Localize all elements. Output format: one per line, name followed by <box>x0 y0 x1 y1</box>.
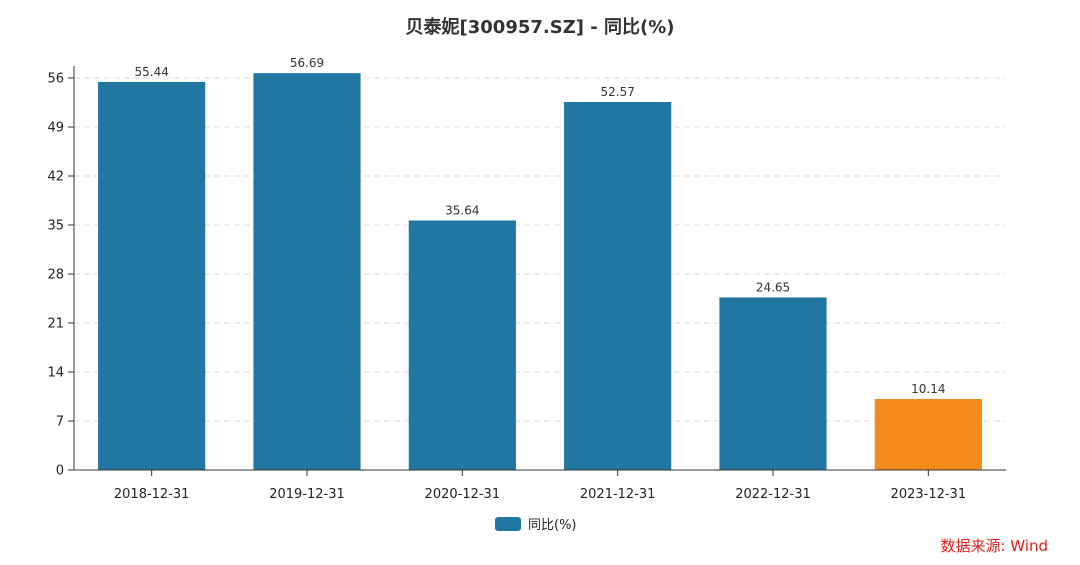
bar[interactable] <box>98 81 206 471</box>
data-label: 10.14 <box>911 382 945 396</box>
legend[interactable]: 同比(%) <box>495 517 577 533</box>
chart-title: 贝泰妮[300957.SZ] - 同比(%) <box>406 16 675 38</box>
bar[interactable] <box>564 102 672 470</box>
bar[interactable] <box>408 220 516 470</box>
y-tick-label: 42 <box>47 170 64 185</box>
bar[interactable] <box>719 297 827 470</box>
y-tick-label: 28 <box>47 268 64 283</box>
grid-lines <box>74 77 1006 422</box>
x-tick-label: 2022-12-31 <box>735 487 811 502</box>
y-tick-label: 21 <box>47 317 64 332</box>
y-tick-label: 0 <box>56 464 64 479</box>
bars: 55.44 56.69 35.64 52.57 24.65 10.14 <box>98 56 982 471</box>
axes: 0 7 14 21 28 35 42 49 56 2018-12-31 2019-12-31 2020… <box>47 66 1006 502</box>
x-tick-label: 2018-12-31 <box>114 487 190 502</box>
x-tick-label: 2021-12-31 <box>580 487 656 502</box>
data-label: 56.69 <box>290 56 324 70</box>
bar[interactable] <box>874 399 982 470</box>
y-tick-label: 7 <box>56 415 64 430</box>
legend-label[interactable]: 同比(%) <box>528 518 577 533</box>
legend-swatch[interactable] <box>495 517 521 531</box>
x-tick-label: 2023-12-31 <box>891 487 967 502</box>
data-label: 35.64 <box>445 204 479 218</box>
y-tick-label: 14 <box>47 366 64 381</box>
data-label: 24.65 <box>756 280 790 294</box>
data-label: 55.44 <box>134 65 168 79</box>
y-tick-label: 56 <box>47 72 64 87</box>
y-tick-label: 49 <box>47 121 64 136</box>
x-tick-label: 2020-12-31 <box>425 487 501 502</box>
source-note: 数据来源: Wind <box>940 537 1048 555</box>
data-label: 52.57 <box>600 85 634 99</box>
bar[interactable] <box>253 73 361 471</box>
y-tick-label: 35 <box>47 219 64 234</box>
x-tick-label: 2019-12-31 <box>269 487 345 502</box>
